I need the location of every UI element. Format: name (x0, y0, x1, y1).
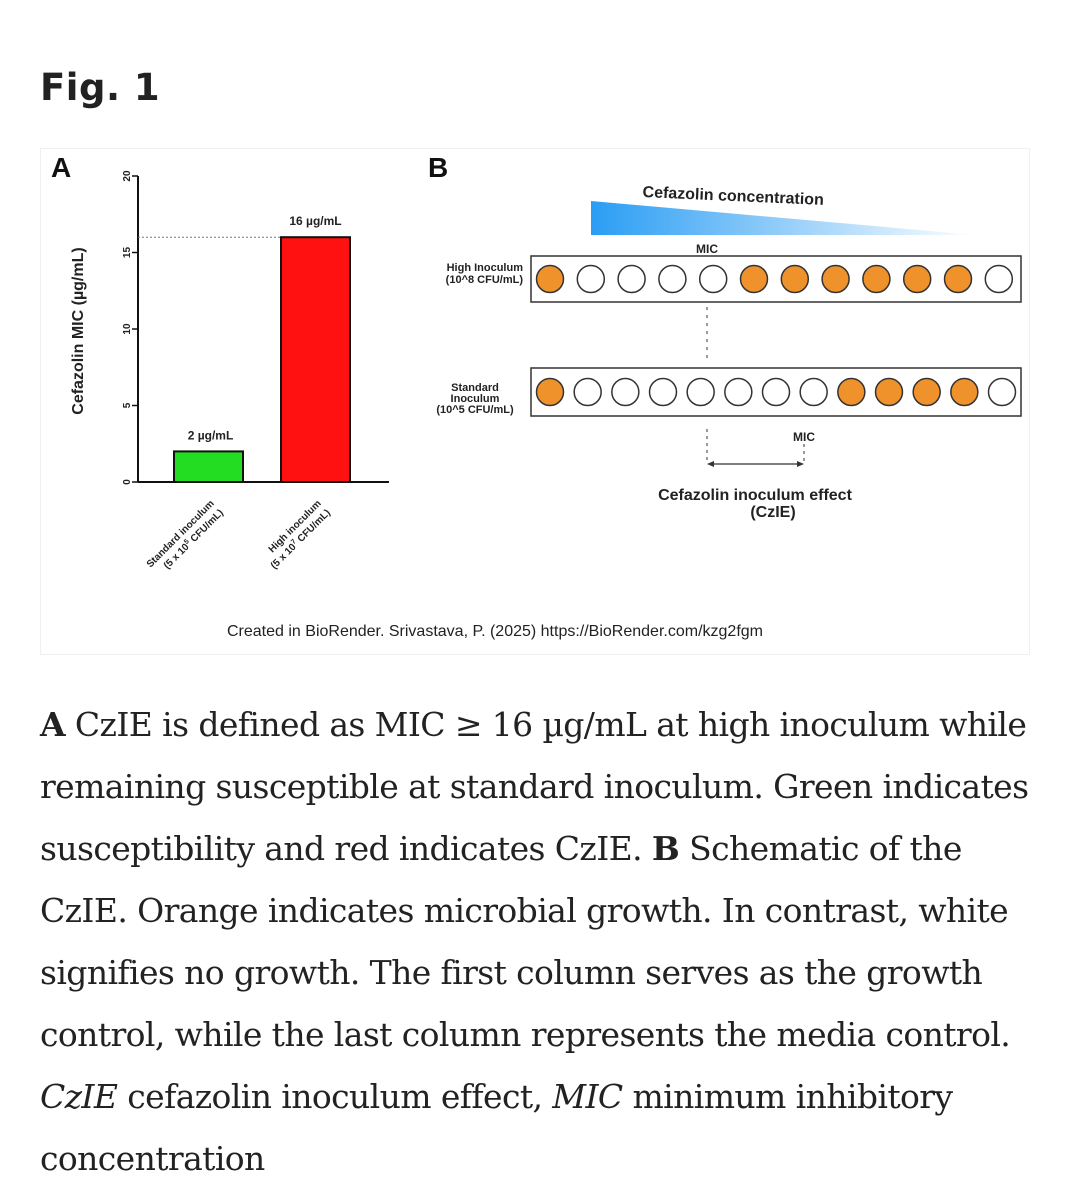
well-growth (950, 377, 979, 407)
row-label-line: High Inoculum (447, 262, 524, 274)
well-growth (821, 264, 850, 294)
bar (280, 236, 351, 483)
caption-a-text: CzIE is defined as MIC ≥ 16 µg/mL at hig… (40, 705, 1029, 868)
mic-label: MIC (696, 242, 718, 256)
well-no-growth (984, 264, 1014, 294)
y-tick-label: 0 (122, 479, 133, 485)
well-growth (874, 377, 904, 407)
effect-arrow-right (797, 461, 804, 467)
well-no-growth (658, 264, 687, 294)
well-no-growth (573, 377, 602, 407)
caption-abbr-mic-def: minimum inhibitory concentration (40, 1077, 953, 1178)
y-tick-label: 10 (122, 323, 133, 335)
well-no-growth (987, 377, 1017, 407)
y-tick-label: 15 (122, 247, 133, 259)
well-no-growth (686, 377, 715, 407)
bar (173, 450, 244, 483)
row-label: Standard Inoculum (10^5 CFU/mL) (436, 382, 514, 416)
row-label-line: (10^5 CFU/mL) (436, 404, 514, 416)
caption-a-label: A (40, 705, 66, 744)
category-exponent: 7 (290, 538, 298, 546)
row-label: High Inoculum (10^8 CFU/mL) (446, 262, 524, 286)
caption-abbr-mic: MIC (552, 1077, 623, 1116)
well-no-growth (698, 264, 728, 294)
figure-svg: A B Cefazolin MIC (µg/mL) 0 5 10 15 20 2 µg/m… (51, 152, 1022, 640)
well-growth (535, 264, 565, 294)
effect-label-line: (CzIE) (750, 504, 795, 521)
caption-abbr-czie-def: cefazolin inoculum effect, (117, 1077, 553, 1116)
figure-caption: A CzIE is defined as MIC ≥ 16 µg/mL at h… (40, 694, 1030, 1190)
well-growth (862, 264, 891, 294)
caption-b-label: B (651, 829, 680, 868)
well-no-growth (761, 377, 791, 407)
well-growth (943, 264, 973, 294)
concentration-title: Cefazolin concentration (642, 184, 824, 209)
well-no-growth (648, 377, 678, 407)
row-label-line: Standard (451, 382, 499, 394)
schematic: Cefazolin concentration High Inoculum (10… (436, 184, 1022, 521)
well-no-growth (724, 377, 753, 407)
x-category-label: High inoculum(5 x 107 CFU/mL) (260, 498, 333, 571)
panel-b-label: B (428, 152, 448, 183)
caption-b-text: Schematic of the CzIE. Orange indicates … (40, 829, 1011, 1054)
well-no-growth (799, 377, 828, 407)
well-no-growth (617, 264, 646, 294)
panel-a-label: A (51, 152, 71, 183)
bar-data-label: 2 µg/mL (188, 428, 234, 442)
x-category-label: Standard inoculum(5 x 105 CFU/mL) (145, 498, 226, 579)
y-axis-title: Cefazolin MIC (µg/mL) (70, 247, 87, 414)
row-label-line: Inoculum (451, 393, 500, 405)
well-growth (837, 377, 866, 407)
category-exponent: 5 (183, 538, 191, 546)
figure-title: Fig. 1 (40, 66, 161, 109)
y-tick-label: 5 (122, 402, 133, 408)
y-tick-label: 20 (122, 170, 133, 182)
well-growth (912, 377, 941, 407)
bar-chart: 0 5 10 15 20 2 µg/mL Standard inoculum(5 x 105… (122, 170, 389, 579)
well-growth (902, 264, 932, 294)
well-growth (780, 264, 810, 294)
figure-credit: Created in BioRender. Srivastava, P. (20… (227, 623, 763, 640)
row-label-line: (10^8 CFU/mL) (446, 274, 524, 286)
concentration-gradient (591, 201, 976, 235)
well-no-growth (611, 377, 640, 407)
caption-abbr-czie: CzIE (40, 1077, 118, 1116)
well-growth (739, 264, 769, 294)
bar-data-label: 16 µg/mL (289, 214, 341, 228)
effect-label: Cefazolin inoculum effect (CzIE) (658, 487, 852, 521)
effect-arrow-left (707, 461, 714, 467)
well-no-growth (576, 264, 606, 294)
well-strip (530, 255, 1022, 303)
mic-label: MIC (793, 430, 815, 444)
well-growth (535, 377, 565, 407)
effect-label-line: Cefazolin inoculum effect (658, 487, 852, 504)
figure-panel: A B Cefazolin MIC (µg/mL) 0 5 10 15 20 2 µg/m… (40, 148, 1030, 655)
